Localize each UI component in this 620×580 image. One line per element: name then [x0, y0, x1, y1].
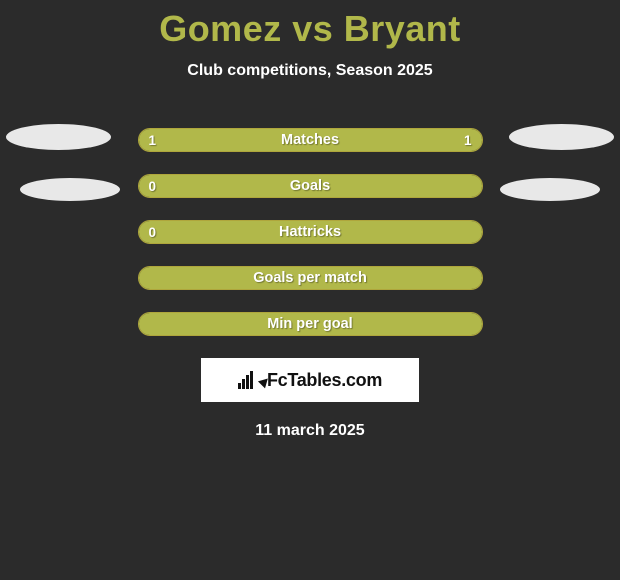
- player1-avatar-bottom: [20, 178, 120, 201]
- stat-row-min-per-goal: Min per goal: [138, 312, 483, 336]
- chart-icon: [238, 371, 264, 389]
- player2-avatar-top: [509, 124, 614, 150]
- stat-row-hattricks: 0 Hattricks: [138, 220, 483, 244]
- page-subtitle: Club competitions, Season 2025: [0, 62, 620, 80]
- stat-row-goals: 0 Goals: [138, 174, 483, 198]
- stat-row-goals-per-match: Goals per match: [138, 266, 483, 290]
- page-title: Gomez vs Bryant: [0, 0, 620, 50]
- stat-fill-left: [139, 313, 482, 335]
- footer-date: 11 march 2025: [0, 422, 620, 440]
- stat-fill-left: [139, 221, 482, 243]
- stat-fill-left: [139, 267, 482, 289]
- stat-fill-right: [310, 129, 482, 151]
- stat-row-matches: 1 Matches 1: [138, 128, 483, 152]
- brand-link[interactable]: FcTables.com: [201, 358, 419, 402]
- stat-fill-left: [139, 129, 311, 151]
- stats-container: 1 Matches 1 0 Goals 0 Hattricks Goals pe…: [138, 128, 483, 336]
- stat-fill-left: [139, 175, 482, 197]
- player1-avatar-top: [6, 124, 111, 150]
- player2-avatar-bottom: [500, 178, 600, 201]
- brand-text: FcTables.com: [267, 370, 382, 391]
